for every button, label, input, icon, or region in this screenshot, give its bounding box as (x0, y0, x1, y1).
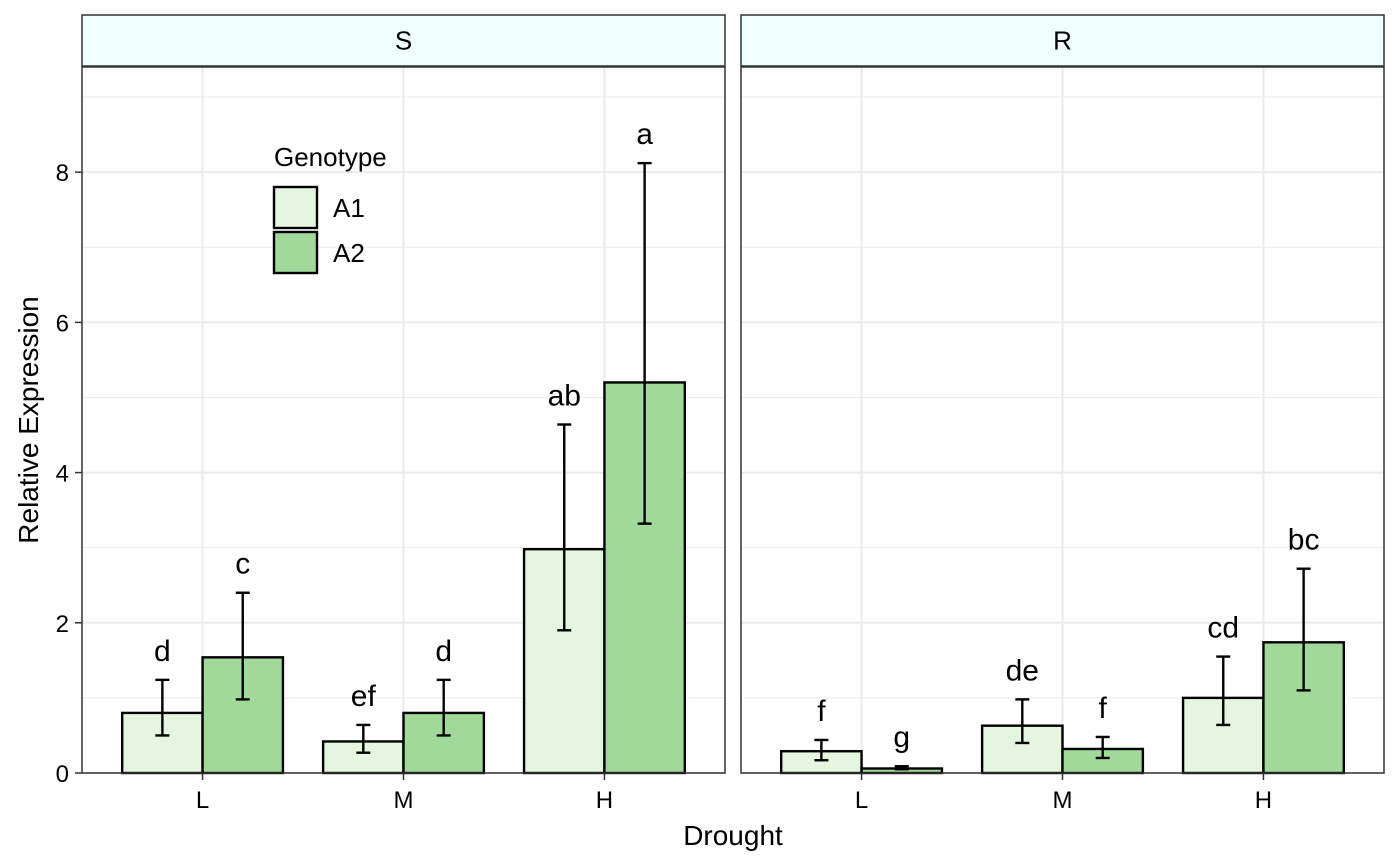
significance-label: bc (1288, 524, 1320, 557)
x-tick-label: L (196, 787, 209, 814)
legend-title: Genotype (274, 142, 387, 172)
significance-label: c (235, 548, 250, 581)
error-bar-R-L-A2 (894, 765, 909, 771)
significance-label: d (435, 635, 452, 668)
significance-label: f (817, 695, 826, 728)
panel-R: f de cd g f bc R L M H (740, 14, 1385, 814)
error-bar-R-L-A1 (814, 738, 829, 762)
error-bar-S-H-A2 (637, 161, 652, 525)
y-axis: 0 2 4 6 8 (56, 160, 82, 788)
x-tick-label: L (855, 787, 868, 814)
legend-label-A1: A1 (333, 193, 365, 223)
error-bar-R-M-A2 (1095, 735, 1110, 760)
strip-label-R: R (1053, 26, 1072, 56)
strip-background (740, 14, 1385, 67)
significance-label: d (154, 635, 171, 668)
significance-label: ab (548, 380, 581, 413)
error-bar-R-H-A2 (1296, 567, 1311, 692)
error-bar-S-L-A2 (235, 591, 250, 701)
x-axis-title: Drought (683, 820, 783, 851)
y-tick-label: 0 (56, 761, 69, 788)
error-bar-S-L-A1 (155, 678, 170, 737)
strip-background (81, 14, 726, 67)
y-tick-label: 4 (56, 461, 69, 488)
significance-label: f (1099, 692, 1108, 725)
significance-label: de (1006, 654, 1039, 687)
y-tick-label: 6 (56, 310, 69, 337)
y-tick-label: 2 (56, 611, 69, 638)
legend-key-A1 (272, 185, 319, 230)
error-bar-S-M-A2 (436, 678, 451, 737)
x-tick-label: M (1053, 787, 1073, 814)
legend-label-A2: A2 (333, 238, 365, 268)
y-axis-title: Relative Expression (13, 296, 44, 543)
significance-label: a (636, 118, 653, 151)
legend: Genotype A1 A2 (272, 142, 387, 275)
significance-label: ef (351, 680, 377, 713)
error-bar-R-H-A1 (1216, 655, 1231, 727)
x-tick-label: H (596, 787, 613, 814)
x-tick-label: H (1255, 787, 1272, 814)
significance-label: g (893, 721, 910, 754)
legend-key-A2 (272, 230, 319, 275)
error-bar-S-M-A1 (356, 723, 371, 754)
error-bar-S-H-A1 (557, 423, 572, 632)
error-bar-R-M-A1 (1015, 698, 1030, 745)
strip-label-S: S (395, 26, 412, 56)
significance-label: cd (1207, 612, 1239, 645)
bar-R-M-A2 (1061, 747, 1145, 775)
x-tick-label: M (394, 787, 414, 814)
panel-S: d ef ab c d a S L M H (81, 14, 726, 814)
y-tick-label: 8 (56, 160, 69, 187)
